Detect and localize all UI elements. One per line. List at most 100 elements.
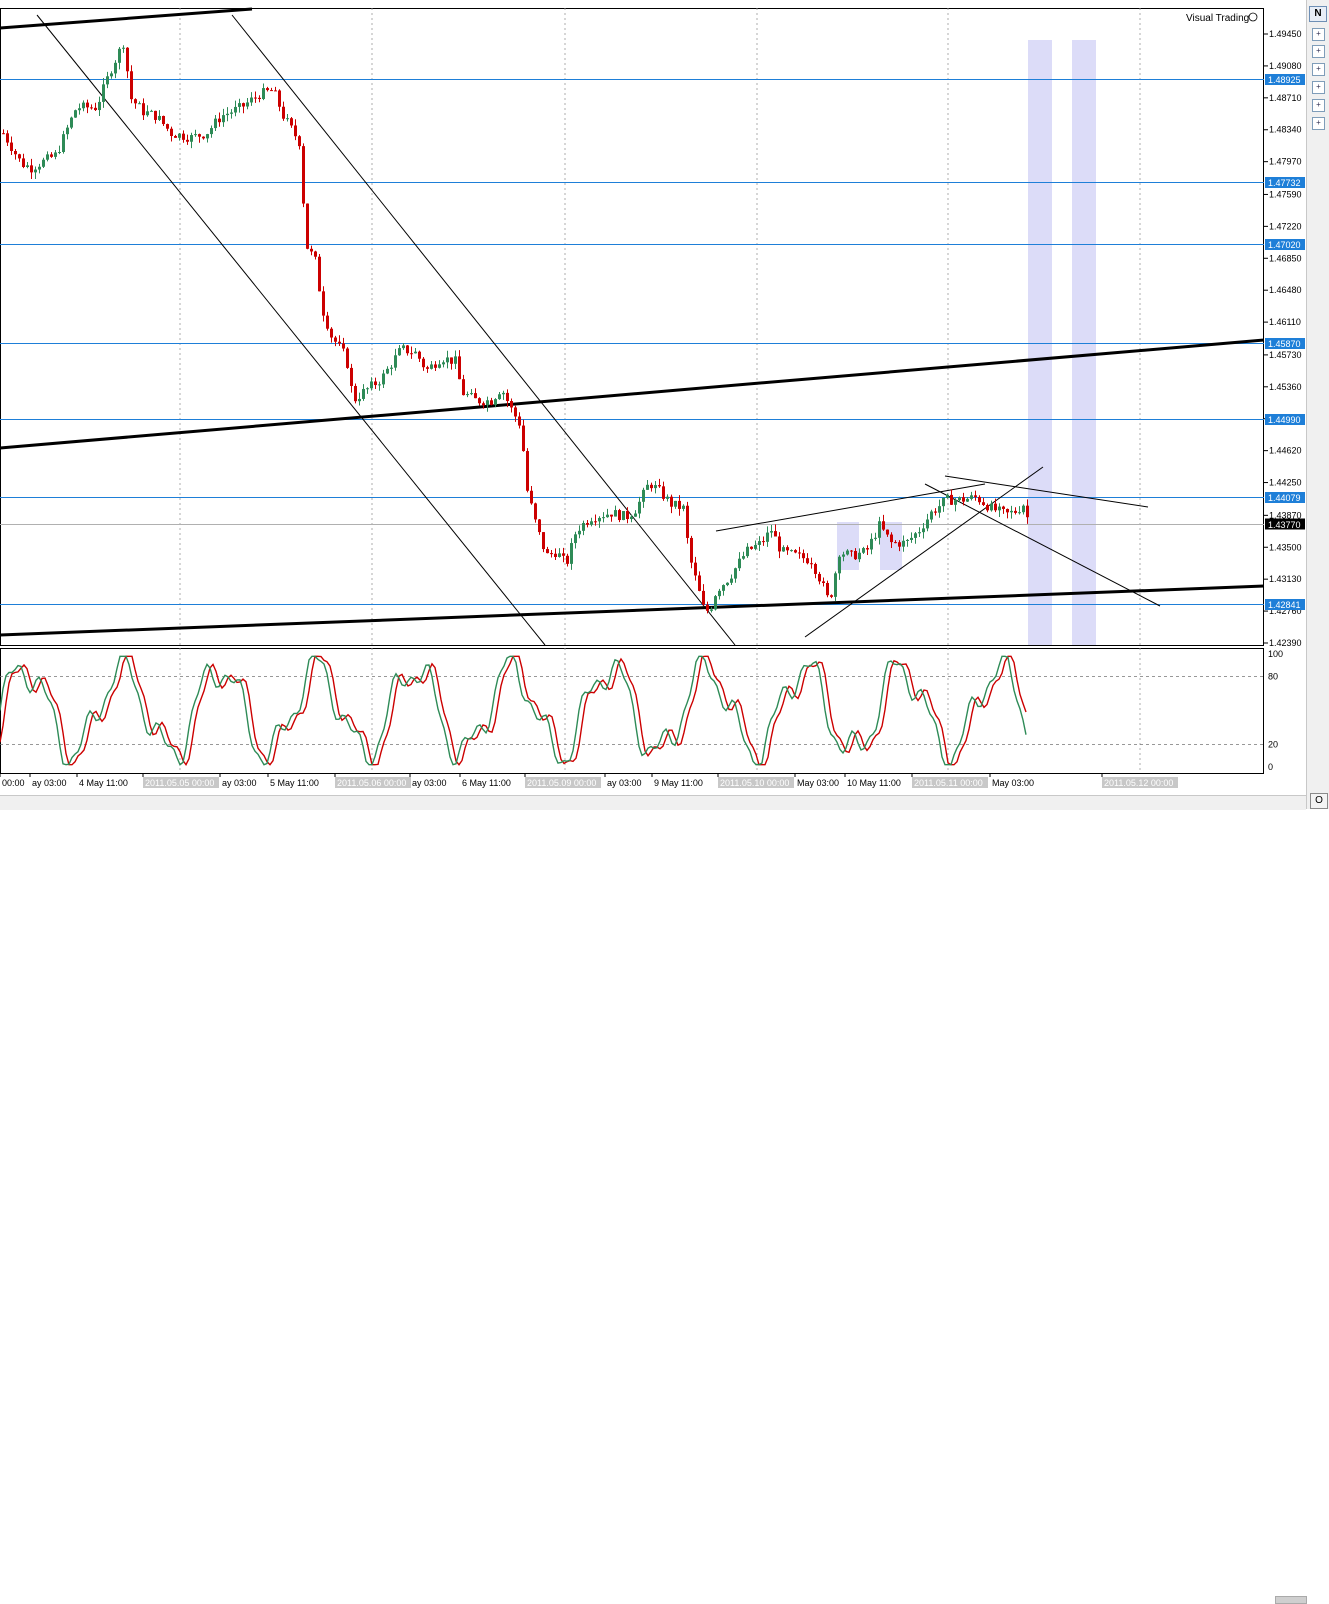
candle-body [606,514,609,518]
price-tick-label: 1.43870 [1269,510,1302,520]
candle-body [102,84,105,102]
candle-body [958,497,961,501]
candle-body [694,562,697,576]
candle-body [902,540,905,547]
candle-body [306,203,309,249]
candle-body [766,532,769,542]
candle-body [654,485,657,489]
candle-body [94,107,97,111]
time-tick-label: ay 03:00 [607,778,642,788]
candle-body [478,398,481,404]
candle-body [126,47,129,72]
candle-body [106,76,109,85]
level-label-box [1265,414,1305,425]
candle-body [738,558,741,569]
level-label: 1.48925 [1268,75,1301,85]
candle-body [174,135,177,138]
candle-body [938,506,941,513]
time-tick-label: 00:00 [2,778,25,788]
trend-line-thin [804,466,1044,638]
candle-body [150,110,153,112]
candle-body [674,500,677,507]
candle-body [566,555,569,564]
price-tick-label: 1.43130 [1269,574,1302,584]
candle-body [182,133,185,140]
candle-body [70,117,73,128]
candle-body [578,530,581,535]
current-price-box [1265,518,1305,530]
candle-body [570,543,573,564]
scroll-thumb[interactable] [1275,1596,1307,1604]
candle-body [294,125,297,137]
candle-body [942,497,945,507]
expand-icon[interactable]: + [1312,45,1325,58]
price-tick-label: 1.42390 [1269,638,1302,648]
candle-body [854,550,857,560]
candle-body [514,407,517,417]
candle-body [162,115,165,125]
chart-canvas[interactable]: 1.49450 1.49080 1.48710 1.48340 1.47970 1.475… [0,0,1306,795]
candle-body [986,504,989,511]
expand-icon[interactable]: + [1312,63,1325,76]
navigator-toggle-button[interactable]: N [1309,6,1327,22]
candle-body [378,384,381,386]
candle-body [430,364,433,369]
expand-icon[interactable]: + [1312,117,1325,130]
candle-body [230,112,233,114]
candle-body [26,165,29,167]
price-tick-label: 1.49080 [1269,61,1302,71]
level-label: 1.42841 [1268,600,1301,610]
smiley-icon [1248,12,1258,22]
candle-body [214,118,217,129]
candle-body [642,489,645,502]
price-tick-label: 1.46850 [1269,253,1302,263]
candle-body [1002,506,1005,509]
candle-body [930,511,933,520]
candle-body [846,550,849,555]
candle-body [534,503,537,520]
candle-body [458,356,461,380]
expand-icon[interactable]: + [1312,81,1325,94]
candle-body [590,521,593,525]
candle-body [334,337,337,342]
candle-body [850,550,853,552]
time-tick-label: 4 May 11:00 [79,778,128,788]
price-tick-label: 1.46110 [1269,317,1301,327]
candle-body [426,367,429,369]
candle-body [618,510,621,521]
candle-body [1018,512,1021,514]
time-tick-label: 2011.05.05 00:00 [145,778,214,788]
candle-body [170,128,173,136]
price-tick-label: 1.45360 [1269,382,1302,392]
candle-body [810,563,813,565]
candle-body [190,135,193,142]
horizontal-scrollbar[interactable] [0,795,1307,1604]
candle-body [154,110,157,120]
highlight-zone [1072,40,1096,645]
candle-body [962,497,965,502]
candle-body [274,90,277,92]
candle-body [474,393,477,399]
candle-body [262,88,265,100]
candle-body [1010,510,1013,513]
price-tick-label: 1.44250 [1269,478,1302,488]
candle-body [966,498,969,502]
expand-icon[interactable]: + [1312,28,1325,41]
price-tick-label: 1.48340 [1269,125,1302,135]
axes: 1.49450 1.49080 1.48710 1.48340 1.47970 1.475… [0,29,1305,788]
candle-body [442,362,445,365]
candle-body [54,152,57,157]
highlight-zone [837,522,859,570]
candle-body [142,103,145,116]
options-button[interactable]: O [1310,793,1328,809]
candle-body [454,356,457,364]
candle-body [842,554,845,557]
trend-line-thin [944,475,1149,508]
candle-body [406,345,409,354]
expand-icon[interactable]: + [1312,99,1325,112]
candle-body [506,392,509,402]
trend-line-thin [231,14,736,646]
candle-body [838,556,841,574]
candle-body [138,103,141,105]
candle-body [870,538,873,550]
